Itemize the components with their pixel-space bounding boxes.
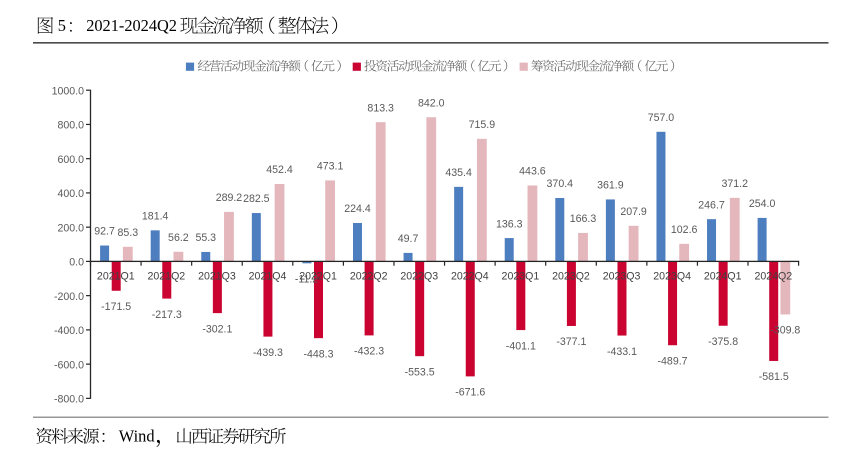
- svg-text:1000.0: 1000.0: [52, 86, 85, 98]
- svg-text:246.7: 246.7: [698, 199, 725, 211]
- svg-text:813.3: 813.3: [367, 102, 394, 114]
- svg-text:254.0: 254.0: [749, 198, 776, 210]
- svg-text:-439.3: -439.3: [253, 347, 283, 359]
- svg-text:2024Q2: 2024Q2: [754, 271, 792, 283]
- svg-text:-217.3: -217.3: [152, 309, 182, 321]
- svg-text:166.3: 166.3: [570, 213, 597, 225]
- svg-text:102.6: 102.6: [671, 224, 698, 236]
- svg-text:2021-2024Q2: 2021-2024Q2: [86, 16, 177, 35]
- svg-text:2021Q4: 2021Q4: [249, 271, 287, 283]
- svg-text:757.0: 757.0: [648, 112, 675, 124]
- svg-text:289.2: 289.2: [216, 192, 243, 204]
- svg-text:-433.1: -433.1: [607, 346, 637, 358]
- svg-text:2021Q3: 2021Q3: [198, 271, 236, 283]
- svg-text:473.1: 473.1: [317, 161, 344, 173]
- svg-text:56.2: 56.2: [168, 232, 189, 244]
- svg-text:2022Q2: 2022Q2: [350, 271, 388, 283]
- svg-text:-489.7: -489.7: [658, 355, 688, 367]
- svg-text:2023Q2: 2023Q2: [552, 271, 590, 283]
- svg-text:207.9: 207.9: [620, 206, 647, 218]
- svg-text:-302.1: -302.1: [202, 323, 232, 335]
- svg-text:-581.5: -581.5: [759, 371, 789, 383]
- svg-text:2024Q1: 2024Q1: [704, 271, 742, 283]
- svg-text:-11.2: -11.2: [295, 274, 318, 286]
- svg-text:-400.0: -400.0: [54, 325, 84, 337]
- svg-text:715.9: 715.9: [469, 119, 496, 131]
- svg-text:2022Q3: 2022Q3: [400, 271, 438, 283]
- svg-text:136.3: 136.3: [496, 218, 523, 230]
- svg-text:443.6: 443.6: [519, 166, 546, 178]
- svg-text:800.0: 800.0: [57, 120, 84, 132]
- svg-text:181.4: 181.4: [142, 211, 169, 223]
- svg-text:435.4: 435.4: [445, 167, 472, 179]
- svg-text:49.7: 49.7: [398, 233, 419, 245]
- svg-text:-800.0: -800.0: [54, 394, 84, 406]
- svg-text:85.3: 85.3: [117, 227, 138, 239]
- svg-text:5: 5: [58, 16, 66, 35]
- svg-text:55.3: 55.3: [195, 232, 216, 244]
- svg-text:92.7: 92.7: [94, 226, 115, 238]
- svg-text:600.0: 600.0: [57, 154, 84, 166]
- svg-text:2022Q1: 2022Q1: [299, 271, 337, 283]
- svg-text:2023Q4: 2023Q4: [653, 271, 691, 283]
- svg-text:370.4: 370.4: [547, 178, 574, 190]
- svg-text:224.4: 224.4: [344, 203, 371, 215]
- svg-text:-377.1: -377.1: [556, 336, 586, 348]
- svg-text:361.9: 361.9: [597, 180, 624, 192]
- svg-text:282.5: 282.5: [243, 193, 270, 205]
- svg-text:-375.8: -375.8: [708, 336, 738, 348]
- svg-text:2021Q1: 2021Q1: [97, 271, 135, 283]
- svg-text:2023Q3: 2023Q3: [603, 271, 641, 283]
- svg-text:2023Q1: 2023Q1: [502, 271, 540, 283]
- svg-text:-171.5: -171.5: [101, 301, 131, 313]
- svg-text:452.4: 452.4: [266, 164, 293, 176]
- svg-text:400.0: 400.0: [57, 188, 84, 200]
- svg-text:-432.3: -432.3: [354, 346, 384, 358]
- svg-text:-600.0: -600.0: [54, 359, 84, 371]
- svg-text:-448.3: -448.3: [303, 348, 333, 360]
- svg-text:Wind: Wind: [119, 427, 155, 446]
- svg-text:2021Q2: 2021Q2: [148, 271, 186, 283]
- svg-text:-553.5: -553.5: [405, 366, 435, 378]
- svg-text:200.0: 200.0: [57, 222, 84, 234]
- svg-text:2022Q4: 2022Q4: [451, 271, 489, 283]
- svg-text:-401.1: -401.1: [506, 340, 536, 352]
- svg-text:842.0: 842.0: [418, 97, 445, 109]
- svg-text:-671.6: -671.6: [455, 387, 485, 399]
- svg-text:-200.0: -200.0: [54, 291, 84, 303]
- svg-text:-309.8: -309.8: [770, 325, 800, 337]
- svg-text:0.0: 0.0: [69, 257, 84, 269]
- svg-text:371.2: 371.2: [721, 178, 748, 190]
